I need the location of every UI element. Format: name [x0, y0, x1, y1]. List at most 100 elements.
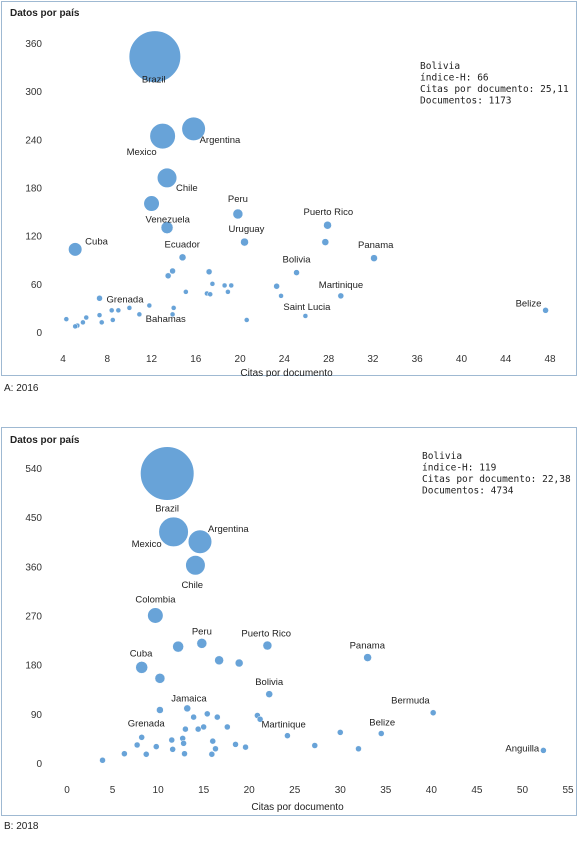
point-label-martinique: Martinique [261, 720, 305, 731]
data-point [96, 312, 103, 318]
data-point [142, 751, 150, 758]
data-point-bahamas [170, 305, 177, 311]
data-point [224, 723, 231, 731]
point-label-cuba: Cuba [85, 236, 108, 247]
data-point [72, 323, 78, 330]
data-point [126, 305, 133, 311]
point-label-colombia: Colombia [135, 595, 176, 606]
x-tick-label: 40 [456, 354, 468, 365]
info-box-line: índice-H: 119 [422, 463, 497, 474]
chart-panel-2016: Datos por país 0 60 120 180 240 300 360 4 8 12 16 20… [1, 1, 577, 377]
data-point-brazil [128, 30, 182, 84]
point-label-grenada: Grenada [107, 294, 145, 305]
x-tick-label: 55 [562, 785, 574, 796]
data-point-chile [184, 554, 206, 576]
data-point-argentina [187, 529, 213, 555]
data-point [182, 725, 189, 733]
data-point [169, 746, 176, 753]
y-axis-title-2016: Datos por país [10, 8, 80, 19]
point-label-bermuda: Bermuda [391, 696, 430, 707]
data-point-belize [378, 730, 385, 737]
data-point-grenada [138, 734, 145, 741]
x-tick-label: 25 [289, 785, 301, 796]
scatter-chart-2018: Datos por país 0 90 180 270 360 450 540 0 5 10 15 20… [10, 435, 574, 813]
info-box-line: Bolivia [420, 61, 460, 72]
x-tick-label: 20 [244, 785, 256, 796]
point-label-bahamas: Bahamas [146, 314, 186, 325]
data-point [181, 750, 188, 757]
data-point [108, 307, 115, 314]
point-label-grenada: Grenada [128, 718, 166, 729]
data-point-mexico [149, 122, 177, 150]
data-point [225, 289, 231, 295]
point-label-panama: Panama [358, 240, 394, 251]
data-point [153, 743, 160, 750]
data-point [234, 658, 244, 668]
data-point [204, 710, 211, 718]
y-tick-label: 180 [25, 661, 42, 672]
point-label-peru: Peru [228, 194, 248, 205]
data-point [194, 725, 202, 733]
point-label-saint-lucia: Saint Lucia [283, 302, 331, 313]
x-tick-label: 16 [190, 354, 202, 365]
x-tick-label: 0 [64, 785, 70, 796]
caption-2018: B: 2018 [4, 821, 39, 832]
x-tick-label: 4 [60, 354, 66, 365]
data-point [190, 713, 197, 721]
data-point [278, 293, 284, 299]
point-label-uruguay: Uruguay [229, 224, 265, 235]
x-tick-label: 20 [235, 354, 247, 365]
point-label-martinique: Martinique [319, 280, 363, 291]
data-point [273, 282, 280, 290]
data-point [209, 281, 216, 287]
y-axis-title-2018: Datos por país [10, 435, 80, 446]
data-point [214, 655, 224, 666]
x-tick-label: 44 [500, 354, 512, 365]
point-label-venezuela: Venezuela [146, 215, 191, 226]
y-tick-label: 0 [36, 328, 42, 339]
data-point-brazil [139, 445, 195, 501]
data-point-mexico [158, 516, 190, 548]
point-label-argentina: Argentina [208, 524, 249, 535]
data-point [205, 268, 213, 276]
data-point-saint-lucia [302, 313, 309, 319]
info-box-line: Documentos: 1173 [420, 96, 512, 107]
info-box-line: índice-H: 66 [420, 73, 489, 84]
data-point-panama [370, 254, 378, 262]
point-label-brazil: Brazil [142, 75, 166, 86]
x-tick-label: 15 [198, 785, 210, 796]
data-point [146, 302, 153, 309]
point-label-brazil: Brazil [155, 503, 179, 514]
x-tick-label: 48 [544, 354, 556, 365]
y-tick-label: 240 [25, 135, 42, 146]
data-point-ecuador [178, 253, 187, 262]
y-tick-label: 360 [25, 562, 42, 573]
data-point [355, 745, 362, 753]
y-tick-label: 450 [25, 513, 42, 524]
data-point [242, 743, 249, 751]
data-point-bolivia [293, 269, 300, 276]
y-tick-label: 120 [25, 232, 42, 243]
info-box-line: Bolivia [422, 451, 462, 462]
point-label-puerto-rico: Puerto Rico [241, 629, 291, 640]
x-tick-label: 28 [323, 354, 335, 365]
data-point [200, 723, 207, 731]
data-point [208, 751, 216, 758]
data-point-venezuela [143, 195, 161, 213]
point-label-argentina: Argentina [200, 135, 241, 146]
y-tick-label: 360 [25, 39, 42, 50]
x-tick-label: 45 [471, 785, 483, 796]
data-point-argentina [181, 116, 207, 142]
info-box-line: Citas por documento: 22,38 [422, 474, 571, 485]
data-point-puerto-rico [262, 640, 273, 651]
data-point [256, 716, 264, 723]
data-point [243, 317, 250, 323]
point-label-cuba: Cuba [130, 648, 153, 659]
x-tick-label: 50 [517, 785, 529, 796]
x-tick-label: 40 [426, 785, 438, 796]
data-point-jamaica [183, 704, 191, 713]
y-tick-label: 0 [36, 759, 42, 770]
y-tick-label: 300 [25, 87, 42, 98]
data-point [232, 741, 239, 748]
